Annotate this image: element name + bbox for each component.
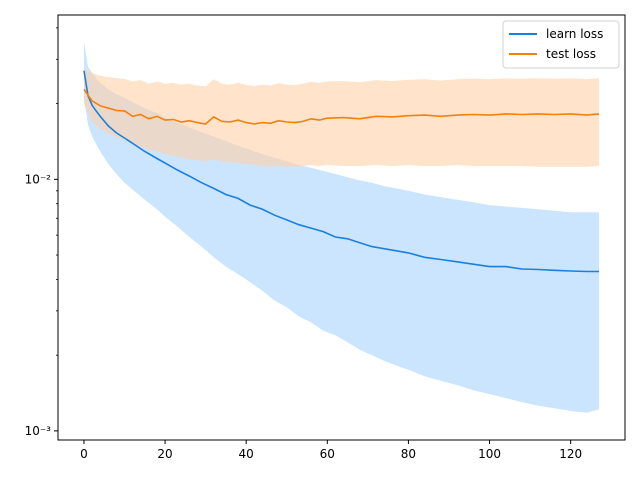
series-lines (83, 70, 600, 273)
legend-label: learn loss (546, 27, 603, 41)
x-tick-label: 20 (157, 447, 172, 461)
y-tick-label: 10⁻³ (25, 424, 52, 438)
x-tick-label: 80 (401, 447, 416, 461)
x-tick-label: 120 (559, 447, 582, 461)
legend-box (502, 20, 620, 69)
legend-label: test loss (546, 47, 596, 61)
learn-loss-line (83, 70, 599, 273)
x-tick-label: 0 (80, 447, 88, 461)
legend: learn loss test loss (502, 20, 620, 69)
test-loss-line (83, 88, 600, 125)
x-tick-label: 100 (478, 447, 501, 461)
y-axis: 10⁻³ 10⁻² (25, 27, 58, 438)
plot-frame (57, 14, 626, 441)
learn-loss-band (84, 42, 599, 413)
x-tick-label: 60 (320, 447, 335, 461)
x-axis: 0 20 40 60 80 100 120 (80, 440, 582, 461)
y-tick-label: 10⁻² (25, 172, 52, 186)
x-tick-label: 40 (239, 447, 254, 461)
